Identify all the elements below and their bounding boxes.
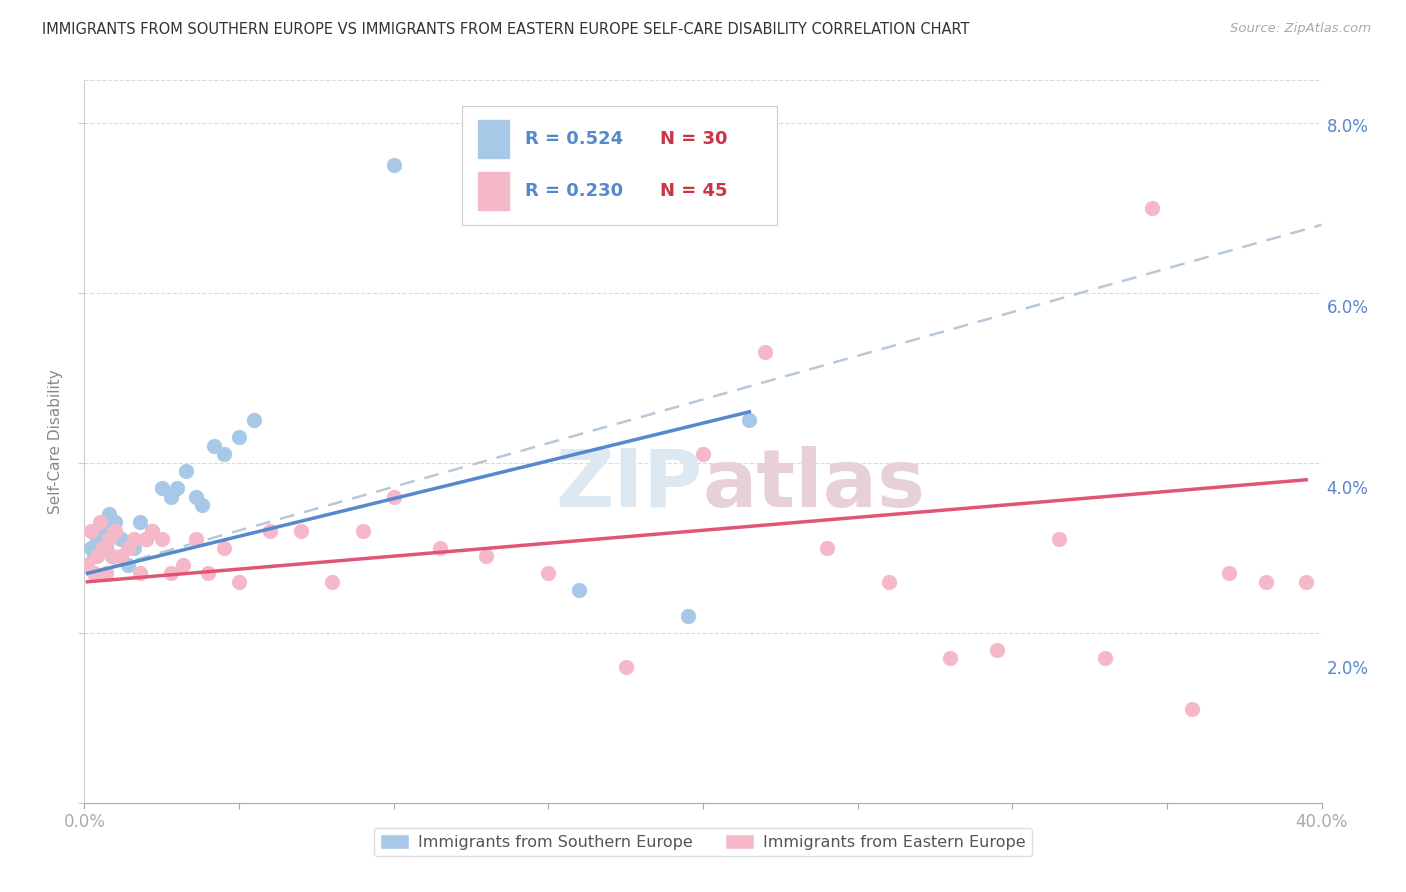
Point bbox=[150, 533, 173, 547]
Point bbox=[754, 345, 776, 359]
Point bbox=[172, 558, 194, 572]
Point bbox=[176, 464, 198, 478]
Point bbox=[166, 481, 188, 495]
Point bbox=[79, 524, 101, 538]
Point bbox=[117, 541, 139, 555]
Point bbox=[86, 549, 108, 564]
Text: Source: ZipAtlas.com: Source: ZipAtlas.com bbox=[1230, 22, 1371, 36]
Point bbox=[94, 541, 117, 555]
Point bbox=[676, 608, 699, 623]
Point bbox=[76, 558, 98, 572]
Point bbox=[122, 541, 145, 555]
Point bbox=[259, 524, 281, 538]
Point bbox=[228, 430, 250, 444]
Point bbox=[89, 516, 111, 530]
Point bbox=[738, 413, 761, 427]
Point bbox=[79, 541, 101, 555]
Point bbox=[91, 516, 114, 530]
Point bbox=[104, 516, 127, 530]
Point bbox=[202, 439, 225, 453]
Point bbox=[89, 524, 111, 538]
Point bbox=[110, 549, 132, 564]
Point bbox=[939, 651, 962, 665]
Point bbox=[877, 574, 900, 589]
Point bbox=[382, 158, 405, 172]
Point bbox=[76, 558, 98, 572]
Point bbox=[212, 541, 235, 555]
Point bbox=[212, 447, 235, 461]
Point bbox=[321, 574, 343, 589]
Point bbox=[197, 566, 219, 581]
Point bbox=[135, 533, 157, 547]
Point bbox=[986, 642, 1008, 657]
Point bbox=[1295, 574, 1317, 589]
Point bbox=[1140, 201, 1163, 215]
Point bbox=[184, 490, 207, 504]
Point bbox=[150, 481, 173, 495]
Point bbox=[122, 533, 145, 547]
Point bbox=[83, 566, 105, 581]
Point bbox=[382, 490, 405, 504]
Point bbox=[290, 524, 312, 538]
Point bbox=[614, 660, 637, 674]
Point bbox=[94, 566, 117, 581]
Point bbox=[228, 574, 250, 589]
Point bbox=[429, 541, 451, 555]
Point bbox=[352, 524, 374, 538]
Point bbox=[141, 524, 163, 538]
Point bbox=[815, 541, 838, 555]
Point bbox=[129, 516, 152, 530]
Point bbox=[101, 549, 124, 564]
Point bbox=[475, 549, 498, 564]
Point bbox=[101, 549, 124, 564]
Point bbox=[98, 533, 121, 547]
Point bbox=[537, 566, 560, 581]
Y-axis label: Self-Care Disability: Self-Care Disability bbox=[48, 369, 63, 514]
Point bbox=[83, 549, 105, 564]
Point bbox=[160, 566, 183, 581]
Point bbox=[141, 524, 163, 538]
Point bbox=[1218, 566, 1240, 581]
Point bbox=[191, 498, 214, 512]
Point bbox=[98, 507, 121, 521]
Point bbox=[1254, 574, 1277, 589]
Text: IMMIGRANTS FROM SOUTHERN EUROPE VS IMMIGRANTS FROM EASTERN EUROPE SELF-CARE DISA: IMMIGRANTS FROM SOUTHERN EUROPE VS IMMIG… bbox=[42, 22, 970, 37]
Point bbox=[91, 541, 114, 555]
Point bbox=[1047, 533, 1070, 547]
Point bbox=[160, 490, 183, 504]
Point bbox=[1181, 702, 1204, 716]
Text: ZIP: ZIP bbox=[555, 446, 703, 524]
Legend: Immigrants from Southern Europe, Immigrants from Eastern Europe: Immigrants from Southern Europe, Immigra… bbox=[374, 828, 1032, 856]
Point bbox=[86, 533, 108, 547]
Point bbox=[692, 447, 714, 461]
Point bbox=[110, 533, 132, 547]
Point bbox=[243, 413, 266, 427]
Point bbox=[104, 524, 127, 538]
Point bbox=[568, 583, 591, 598]
Point bbox=[117, 558, 139, 572]
Point bbox=[184, 533, 207, 547]
Point bbox=[129, 566, 152, 581]
Point bbox=[135, 533, 157, 547]
Text: atlas: atlas bbox=[703, 446, 927, 524]
Point bbox=[1094, 651, 1116, 665]
